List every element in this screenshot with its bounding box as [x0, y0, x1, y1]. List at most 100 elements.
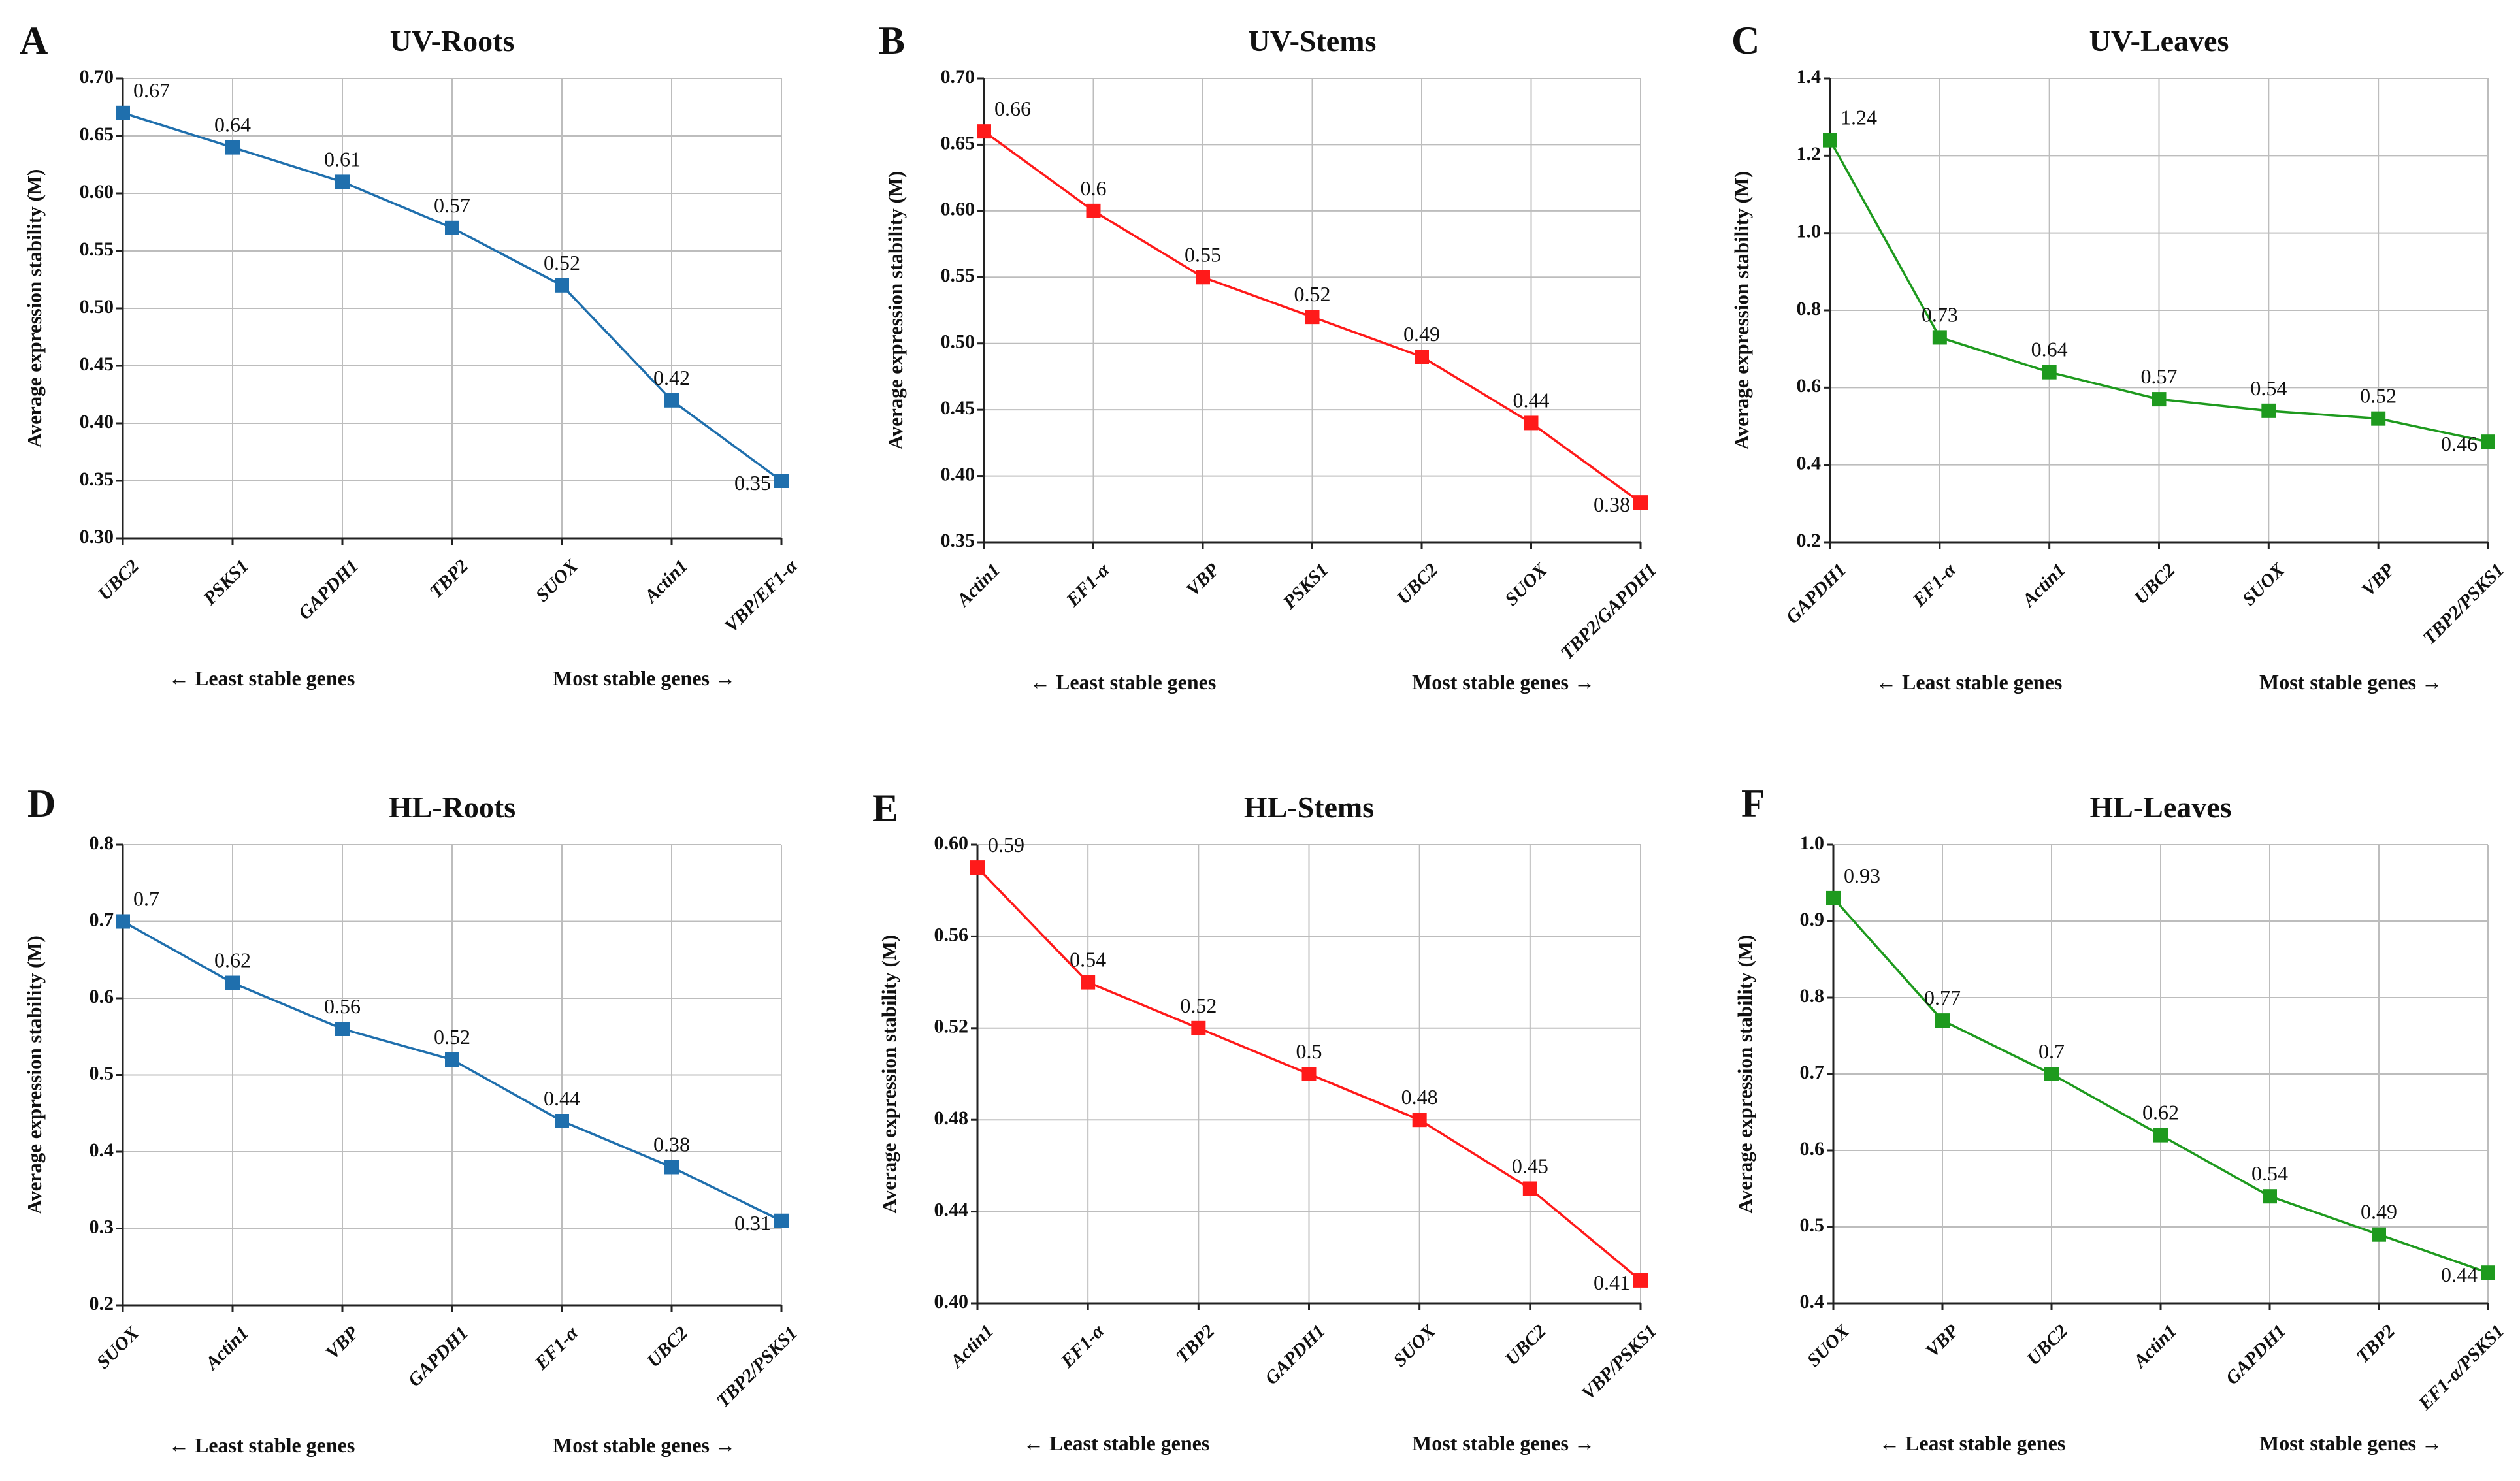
panel-c-marker-6 — [2481, 434, 2495, 449]
panel-b-marker-4 — [1415, 350, 1429, 364]
panel-b-title: UV-Stems — [1249, 24, 1377, 57]
panel-a-marker-1 — [225, 140, 240, 155]
panel-c-data-label-4: 0.54 — [2250, 376, 2287, 400]
panel-a-most-stable-note: Most stable genes → — [553, 666, 736, 690]
panel-c-title: UV-Leaves — [2089, 24, 2229, 57]
panel-d-xtick-label-0: SUOX — [93, 1322, 144, 1373]
panel-d-y-axis-title: Average expression stability (M) — [23, 936, 46, 1214]
panel-c-marker-1 — [1932, 330, 1947, 345]
panel-d-data-label-5: 0.38 — [653, 1133, 690, 1156]
panel-a-data-label-0: 0.67 — [133, 78, 170, 102]
panel-a-xtick-label-6: VBP/EF1-α — [721, 555, 802, 637]
panel-e-ytick-label-1: 0.44 — [934, 1199, 969, 1220]
panel-b-ytick-label-3: 0.50 — [941, 331, 975, 353]
panel-f-marker-1 — [1935, 1013, 1950, 1028]
panel-a-xtick-label-3: TBP2 — [425, 555, 472, 602]
panel-a-ytick-label-3: 0.45 — [80, 353, 114, 375]
panel-c-ytick-label-2: 0.6 — [1797, 375, 1822, 397]
panel-e-letter: E — [872, 787, 898, 830]
panel-c-xtick-label-3: UBC2 — [2131, 559, 2180, 608]
panel-d-marker-3 — [445, 1052, 459, 1067]
panel-a-ytick-label-0: 0.30 — [80, 526, 114, 547]
panel-a-ytick-label-4: 0.50 — [80, 296, 114, 317]
panel-c-y-axis-title: Average expression stability (M) — [1730, 171, 1753, 450]
panel-a-xtick-label-0: UBC2 — [94, 555, 143, 604]
panel-f-marker-6 — [2481, 1265, 2495, 1280]
panel-f-data-label-5: 0.49 — [2361, 1200, 2397, 1224]
panel-a-ytick-label-7: 0.65 — [80, 123, 114, 145]
panel-e-most-stable-note: Most stable genes → — [1412, 1431, 1595, 1455]
panel-d-data-label-1: 0.62 — [214, 949, 251, 972]
panel-f-most-stable-note: Most stable genes → — [2259, 1431, 2442, 1455]
panel-f-title: HL-Leaves — [2089, 790, 2231, 824]
panel-c-marker-3 — [2152, 392, 2167, 407]
panel-a-marker-4 — [555, 278, 569, 293]
panel-e-data-label-4: 0.48 — [1401, 1085, 1438, 1109]
panel-e-ytick-label-4: 0.56 — [934, 924, 969, 945]
panel-e-marker-0 — [970, 860, 985, 875]
panel-f-xtick-label-3: Actin1 — [2129, 1320, 2181, 1373]
panel-d-marker-6 — [774, 1213, 789, 1228]
panel-c-data-label-2: 0.64 — [2031, 338, 2068, 361]
panel-f-data-label-1: 0.77 — [1924, 986, 1961, 1009]
panel-d-data-label-4: 0.44 — [544, 1086, 580, 1110]
panel-f-data-label-2: 0.7 — [2038, 1039, 2065, 1063]
panel-a-letter: A — [20, 19, 48, 62]
panel-a-xtick-label-5: Actin1 — [640, 555, 692, 608]
panel-b-marker-2 — [1196, 270, 1210, 285]
panel-d-ytick-label-0: 0.2 — [90, 1293, 114, 1314]
panel-b-xtick-label-2: VBP — [1183, 559, 1224, 600]
panel-e-data-label-3: 0.5 — [1296, 1039, 1322, 1063]
panel-e-ytick-label-2: 0.48 — [934, 1107, 969, 1129]
panel-f-marker-3 — [2153, 1128, 2168, 1143]
panel-d-marker-1 — [225, 975, 240, 990]
panel-a-xtick-label-4: SUOX — [532, 555, 583, 606]
panel-d-least-stable-note: ← Least stable genes — [169, 1433, 355, 1457]
panel-b-data-label-4: 0.49 — [1403, 322, 1440, 346]
panel-c-marker-0 — [1823, 133, 1837, 148]
panel-b-ytick-label-6: 0.65 — [941, 132, 975, 154]
panel-c-ytick-label-1: 0.4 — [1797, 453, 1822, 474]
panel-e-marker-2 — [1191, 1020, 1206, 1035]
panel-a-data-label-3: 0.57 — [434, 193, 470, 217]
panel-c-xtick-label-2: Actin1 — [2018, 559, 2070, 611]
panel-c-least-stable-note: ← Least stable genes — [1876, 670, 2062, 694]
panel-e-marker-1 — [1081, 975, 1096, 990]
panel-e-ytick-label-5: 0.60 — [934, 832, 969, 854]
panel-e-marker-3 — [1301, 1067, 1317, 1081]
panel-c-most-stable-note: Most stable genes → — [2259, 670, 2442, 694]
panel-a-xtick-label-2: GAPDH1 — [294, 555, 363, 624]
panel-b-marker-3 — [1305, 310, 1320, 325]
panel-d-data-label-3: 0.52 — [434, 1025, 470, 1049]
panel-e-xtick-label-4: SUOX — [1389, 1320, 1440, 1371]
panel-e-data-label-5: 0.45 — [1512, 1154, 1548, 1178]
panel-d-title: HL-Roots — [389, 790, 515, 824]
panel-e-xtick-label-5: UBC2 — [1501, 1320, 1550, 1369]
panel-c-xtick-label-6: TBP2/PSKS1 — [2419, 559, 2509, 649]
panel-f-data-label-4: 0.54 — [2251, 1162, 2288, 1185]
panel-e-xtick-label-2: TBP2 — [1172, 1320, 1219, 1367]
panel-a-marker-6 — [774, 474, 789, 488]
panel-f-xtick-label-5: TBP2 — [2352, 1320, 2399, 1367]
panel-d-ytick-label-6: 0.8 — [90, 832, 114, 854]
panel-d-ytick-label-4: 0.6 — [90, 986, 114, 1007]
panel-f-ytick-label-4: 0.8 — [1800, 985, 1825, 1007]
panel-d-most-stable-note: Most stable genes → — [553, 1433, 736, 1457]
panel-e-title: HL-Stems — [1244, 790, 1374, 824]
panel-d-xtick-label-3: GAPDH1 — [404, 1322, 472, 1391]
panel-d-xtick-label-4: EF1-α — [531, 1322, 583, 1375]
panel-f-letter: F — [1741, 782, 1765, 825]
panel-d-xtick-label-5: UBC2 — [643, 1322, 692, 1371]
panel-c-letter: C — [1731, 19, 1759, 62]
panel-a-ytick-label-8: 0.70 — [80, 66, 114, 88]
panel-a-marker-3 — [445, 220, 459, 235]
panel-f-ytick-label-3: 0.7 — [1800, 1062, 1825, 1083]
panel-e-data-label-6: 0.41 — [1594, 1271, 1630, 1294]
panel-b-ytick-label-4: 0.55 — [941, 265, 975, 286]
panel-b-ytick-label-1: 0.40 — [941, 463, 975, 485]
panel-d-xtick-label-1: Actin1 — [201, 1322, 253, 1375]
panel-d-marker-0 — [116, 914, 130, 929]
panel-c-ytick-label-6: 1.4 — [1797, 66, 1822, 88]
panel-c-xtick-label-0: GAPDH1 — [1782, 559, 1850, 628]
